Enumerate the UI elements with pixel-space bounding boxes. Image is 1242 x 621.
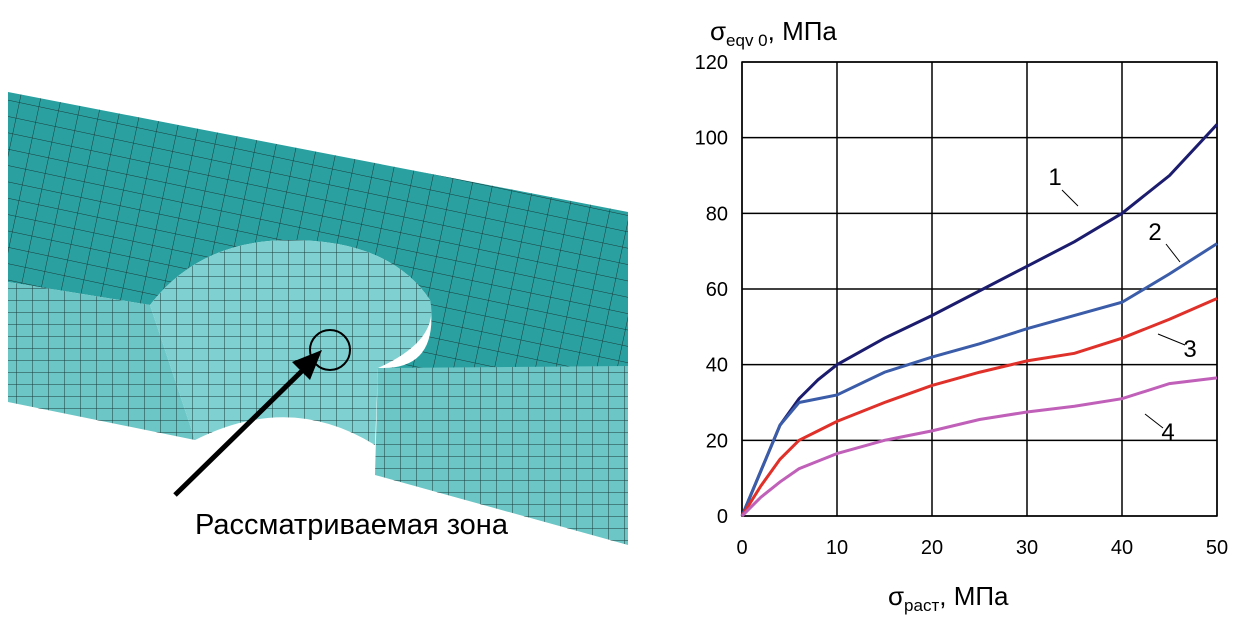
y-axis-label-subscript: eqv 0 xyxy=(726,31,768,50)
x-tick-label: 40 xyxy=(1111,537,1133,559)
x-tick-label: 50 xyxy=(1206,537,1228,559)
label-leader xyxy=(1062,190,1078,206)
x-tick-label: 20 xyxy=(921,537,943,559)
series-line xyxy=(742,244,1217,516)
label-leader xyxy=(1166,244,1180,262)
series-line xyxy=(742,298,1217,516)
series-label: 4 xyxy=(1161,419,1174,446)
x-tick-label: 10 xyxy=(826,537,848,559)
series-label: 1 xyxy=(1048,164,1061,191)
series-label: 3 xyxy=(1183,336,1196,363)
caption: Рассматриваемая зона xyxy=(195,509,509,541)
x-tick-label: 30 xyxy=(1016,537,1038,559)
x-axis-label-symbol: σ xyxy=(888,581,904,611)
figure: Рассматриваемая зона 0204060801001200102… xyxy=(0,0,1242,616)
label-leader xyxy=(1145,414,1163,428)
x-axis-label-subscript: раст xyxy=(904,596,939,615)
x-axis-label: σраст, МПа xyxy=(888,581,1009,615)
y-tick-label: 120 xyxy=(695,52,728,74)
x-axis-label-unit: , МПа xyxy=(939,581,1009,611)
y-axis-label: σeqv 0, МПа xyxy=(710,16,837,50)
y-tick-label: 40 xyxy=(706,355,728,377)
y-tick-label: 0 xyxy=(717,506,728,528)
label-leader xyxy=(1158,334,1185,345)
series-line xyxy=(742,124,1217,516)
y-tick-label: 60 xyxy=(706,279,728,301)
y-tick-label: 100 xyxy=(695,128,728,150)
x-tick-label: 0 xyxy=(736,537,747,559)
mesh-model xyxy=(8,92,628,545)
y-axis-label-unit: , МПа xyxy=(768,16,838,46)
y-axis-label-symbol: σ xyxy=(710,16,726,46)
y-tick-label: 80 xyxy=(706,203,728,225)
series-label: 2 xyxy=(1148,219,1161,246)
y-tick-label: 20 xyxy=(706,430,728,452)
